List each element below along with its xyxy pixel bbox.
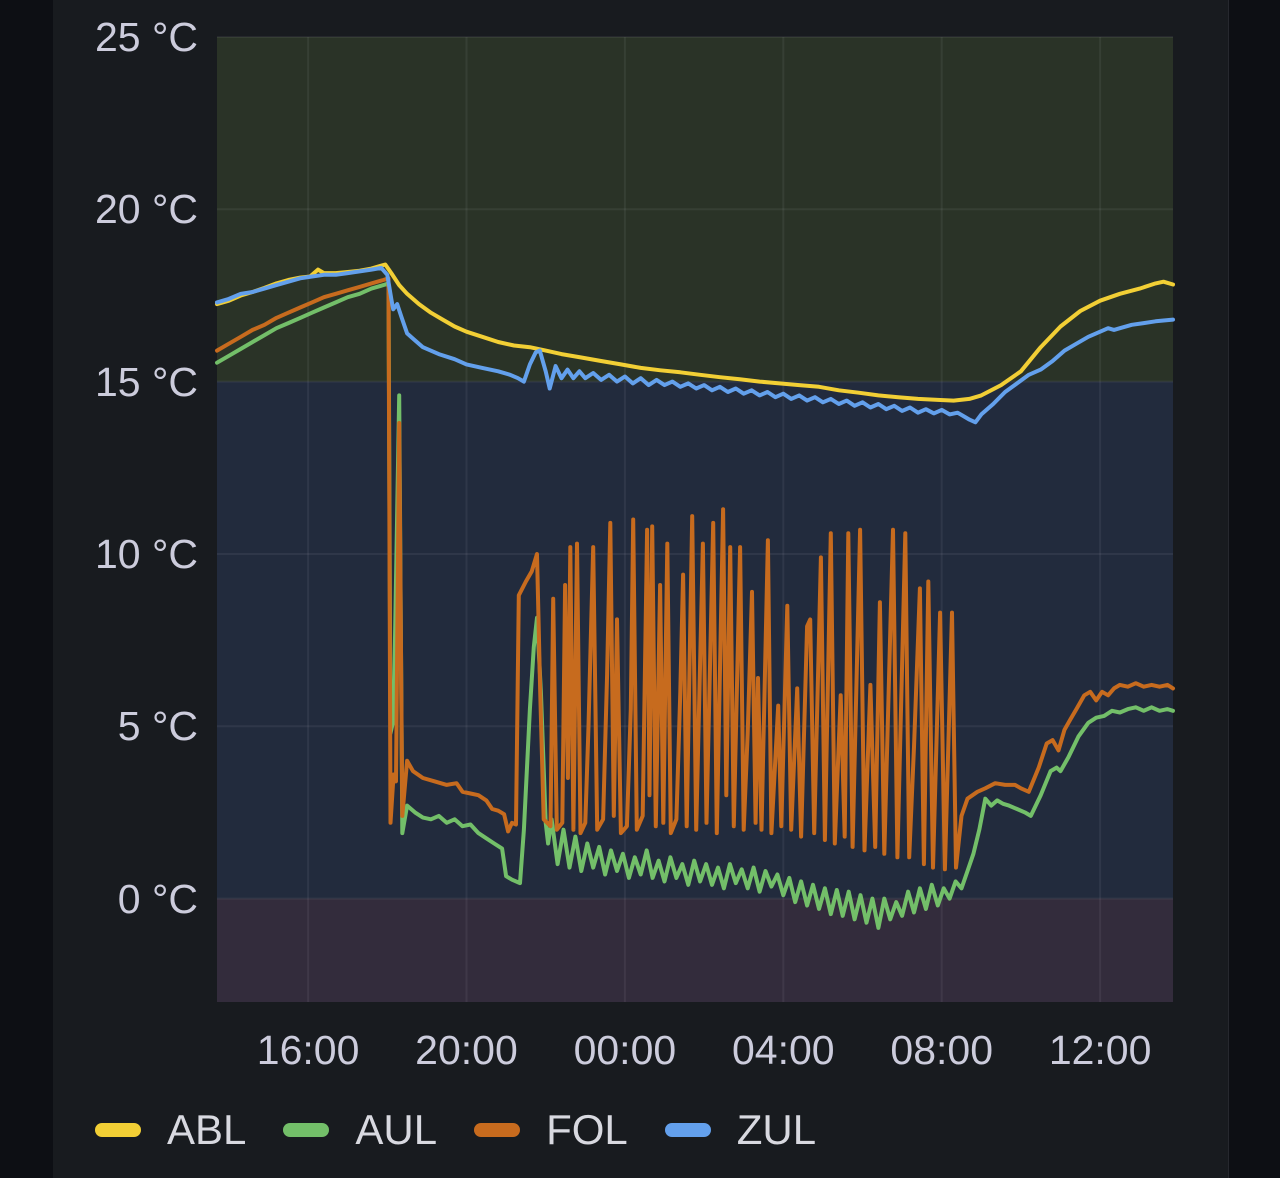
y-tick-label-0: 0 °C bbox=[117, 875, 198, 922]
series-line-aul bbox=[215, 281, 1175, 930]
x-tick-label-1600: 16:00 bbox=[256, 1027, 360, 1073]
legend-item-fol[interactable]: FOL bbox=[474, 1106, 628, 1154]
legend-swatch-fol bbox=[474, 1123, 521, 1137]
x-tick-label-0000: 00:00 bbox=[573, 1027, 677, 1073]
threshold-band-2 bbox=[217, 898, 1173, 1002]
legend-label-aul: AUL bbox=[355, 1106, 438, 1153]
legend-item-abl[interactable]: ABL bbox=[95, 1106, 246, 1154]
legend-swatch-aul bbox=[283, 1123, 330, 1137]
x-tick-label-1200: 12:00 bbox=[1048, 1027, 1152, 1073]
legend-swatch-abl bbox=[95, 1123, 141, 1137]
series-line-zul bbox=[215, 265, 1175, 425]
y-tick-label-5: 5 °C bbox=[117, 703, 198, 750]
legend-label-abl: ABL bbox=[167, 1106, 247, 1153]
dashboard-right-margin bbox=[1228, 0, 1280, 1178]
legend-item-zul[interactable]: ZUL bbox=[664, 1106, 817, 1154]
y-tick-label-15: 15 °C bbox=[94, 358, 198, 405]
legend: ABL AUL FOL ZUL bbox=[95, 1106, 816, 1154]
threshold-band-0 bbox=[217, 37, 1173, 382]
legend-label-zul: ZUL bbox=[736, 1106, 817, 1153]
y-tick-label-10: 10 °C bbox=[94, 530, 198, 577]
x-tick-label-0800: 08:00 bbox=[890, 1027, 994, 1073]
legend-swatch-zul bbox=[664, 1123, 711, 1137]
y-tick-label-20: 20 °C bbox=[94, 186, 198, 233]
x-tick-label-0400: 04:00 bbox=[732, 1027, 835, 1073]
y-tick-label-25: 25 °C bbox=[94, 14, 198, 60]
series-line-fol bbox=[215, 276, 1175, 872]
legend-label-fol: FOL bbox=[546, 1106, 628, 1153]
x-tick-label-2000: 20:00 bbox=[415, 1027, 518, 1073]
legend-item-aul[interactable]: AUL bbox=[283, 1106, 437, 1154]
dashboard-left-margin bbox=[0, 0, 53, 1178]
